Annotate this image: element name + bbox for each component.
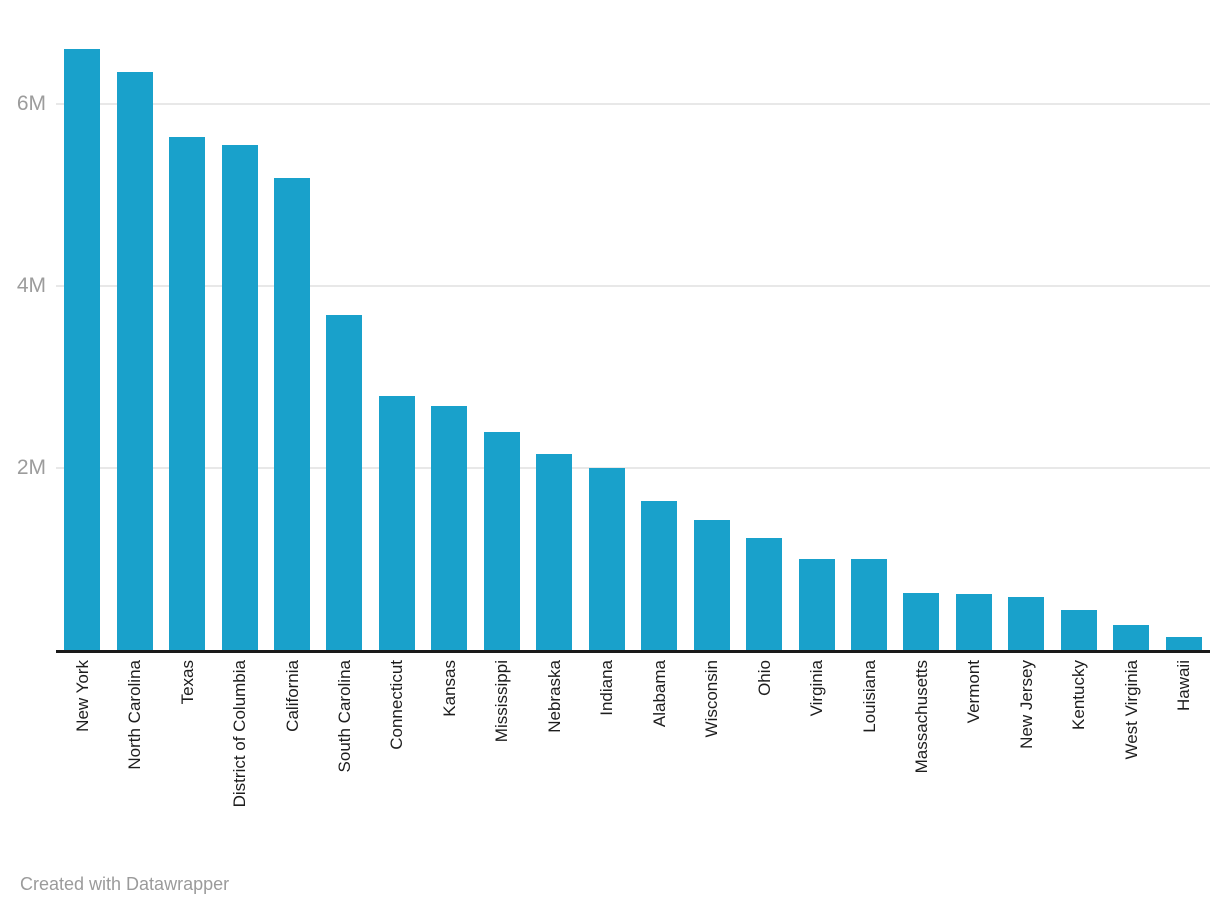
bar-ohio xyxy=(746,538,783,650)
x-axis-label-louisiana: Louisiana xyxy=(859,660,879,733)
bar-column-south-carolina xyxy=(318,315,370,650)
bar-column-district-of-columbia xyxy=(213,145,265,650)
bar-column-hawaii xyxy=(1158,637,1210,650)
x-axis-label-kansas: Kansas xyxy=(439,660,459,717)
x-label-column-new-york: New York xyxy=(56,660,108,807)
x-label-column-ohio: Ohio xyxy=(738,660,790,807)
bar-california xyxy=(274,178,311,650)
x-axis-label-south-carolina: South Carolina xyxy=(334,660,354,773)
gridline-4M xyxy=(56,284,1210,287)
x-axis-label-new-york: New York xyxy=(72,660,92,732)
x-label-column-louisiana: Louisiana xyxy=(843,660,895,807)
x-axis-label-kentucky: Kentucky xyxy=(1069,660,1089,730)
bar-column-virginia xyxy=(790,559,842,650)
x-label-column-connecticut: Connecticut xyxy=(371,660,423,807)
bar-new-york xyxy=(64,49,101,650)
x-label-column-california: California xyxy=(266,660,318,807)
bar-kansas xyxy=(431,406,468,650)
x-axis-label-california: California xyxy=(282,660,302,732)
x-axis-label-ohio: Ohio xyxy=(754,660,774,696)
x-label-column-west-virginia: West Virginia xyxy=(1105,660,1157,807)
bar-column-massachusetts xyxy=(895,593,947,650)
bar-column-wisconsin xyxy=(685,520,737,650)
x-axis-line xyxy=(56,650,1210,653)
gridline-2M xyxy=(56,466,1210,469)
x-label-column-north-carolina: North Carolina xyxy=(108,660,160,807)
x-label-column-virginia: Virginia xyxy=(790,660,842,807)
bar-column-alabama xyxy=(633,501,685,650)
datawrapper-credit-link[interactable]: Created with Datawrapper xyxy=(20,874,230,894)
x-label-column-new-jersey: New Jersey xyxy=(1000,660,1052,807)
x-label-column-district-of-columbia: District of Columbia xyxy=(213,660,265,807)
gridline-6M xyxy=(56,102,1210,105)
x-axis-label-vermont: Vermont xyxy=(964,660,984,724)
x-label-column-mississippi: Mississippi xyxy=(476,660,528,807)
bar-column-ohio xyxy=(738,538,790,650)
x-axis-labels: New York North Carolina Texas District of C… xyxy=(56,660,1210,807)
y-tick-label-6M: 6M xyxy=(16,91,46,115)
bar-alabama xyxy=(641,501,678,650)
x-axis-label-virginia: Virginia xyxy=(807,660,827,717)
x-axis-label-wisconsin: Wisconsin xyxy=(702,660,722,738)
bar-west-virginia xyxy=(1113,625,1150,650)
bar-column-louisiana xyxy=(843,559,895,650)
x-label-column-wisconsin: Wisconsin xyxy=(685,660,737,807)
x-axis-label-new-jersey: New Jersey xyxy=(1016,660,1036,749)
bar-texas xyxy=(169,137,206,650)
x-label-column-nebraska: Nebraska xyxy=(528,660,580,807)
y-tick-label-4M: 4M xyxy=(16,273,46,297)
bar-virginia xyxy=(798,559,835,650)
x-label-column-kentucky: Kentucky xyxy=(1053,660,1105,807)
bar-vermont xyxy=(955,594,992,650)
bar-south-carolina xyxy=(326,315,363,650)
bar-column-nebraska xyxy=(528,454,580,650)
bars-row xyxy=(56,0,1210,650)
x-axis-label-district-of-columbia: District of Columbia xyxy=(230,660,250,808)
x-label-column-massachusetts: Massachusetts xyxy=(895,660,947,807)
x-axis-label-connecticut: Connecticut xyxy=(387,660,407,750)
bar-column-kansas xyxy=(423,406,475,650)
x-axis-label-alabama: Alabama xyxy=(649,660,669,728)
bar-column-connecticut xyxy=(371,396,423,650)
bar-indiana xyxy=(588,468,625,650)
x-axis-label-west-virginia: West Virginia xyxy=(1121,660,1141,760)
x-axis-label-north-carolina: North Carolina xyxy=(125,660,145,770)
x-label-column-indiana: Indiana xyxy=(581,660,633,807)
bar-column-west-virginia xyxy=(1105,625,1157,650)
bar-kentucky xyxy=(1060,610,1097,650)
bar-wisconsin xyxy=(693,520,730,650)
y-tick-label-2M: 2M xyxy=(16,455,46,479)
bar-column-texas xyxy=(161,137,213,650)
x-axis-label-texas: Texas xyxy=(177,660,197,705)
x-axis-label-hawaii: Hawaii xyxy=(1174,660,1194,712)
x-label-column-vermont: Vermont xyxy=(948,660,1000,807)
bar-column-north-carolina xyxy=(108,72,160,650)
bar-district-of-columbia xyxy=(221,145,258,650)
bar-column-mississippi xyxy=(476,432,528,650)
bar-louisiana xyxy=(851,559,888,650)
bar-column-kentucky xyxy=(1053,610,1105,650)
x-axis-label-massachusetts: Massachusetts xyxy=(911,660,931,774)
x-label-column-south-carolina: South Carolina xyxy=(318,660,370,807)
bar-massachusetts xyxy=(903,593,940,650)
bar-mississippi xyxy=(483,432,520,650)
x-label-column-alabama: Alabama xyxy=(633,660,685,807)
bar-hawaii xyxy=(1165,637,1202,650)
bar-nebraska xyxy=(536,454,573,650)
x-axis-label-nebraska: Nebraska xyxy=(544,660,564,733)
bar-column-indiana xyxy=(581,468,633,650)
x-label-column-hawaii: Hawaii xyxy=(1158,660,1210,807)
bar-column-new-jersey xyxy=(1000,597,1052,650)
bar-column-vermont xyxy=(948,594,1000,650)
x-axis-label-mississippi: Mississippi xyxy=(492,660,512,743)
bar-new-jersey xyxy=(1008,597,1045,650)
x-label-column-kansas: Kansas xyxy=(423,660,475,807)
bar-connecticut xyxy=(378,396,415,650)
bar-north-carolina xyxy=(116,72,153,650)
x-axis-label-indiana: Indiana xyxy=(597,660,617,716)
x-label-column-texas: Texas xyxy=(161,660,213,807)
bar-column-new-york xyxy=(56,49,108,650)
bar-column-california xyxy=(266,178,318,650)
